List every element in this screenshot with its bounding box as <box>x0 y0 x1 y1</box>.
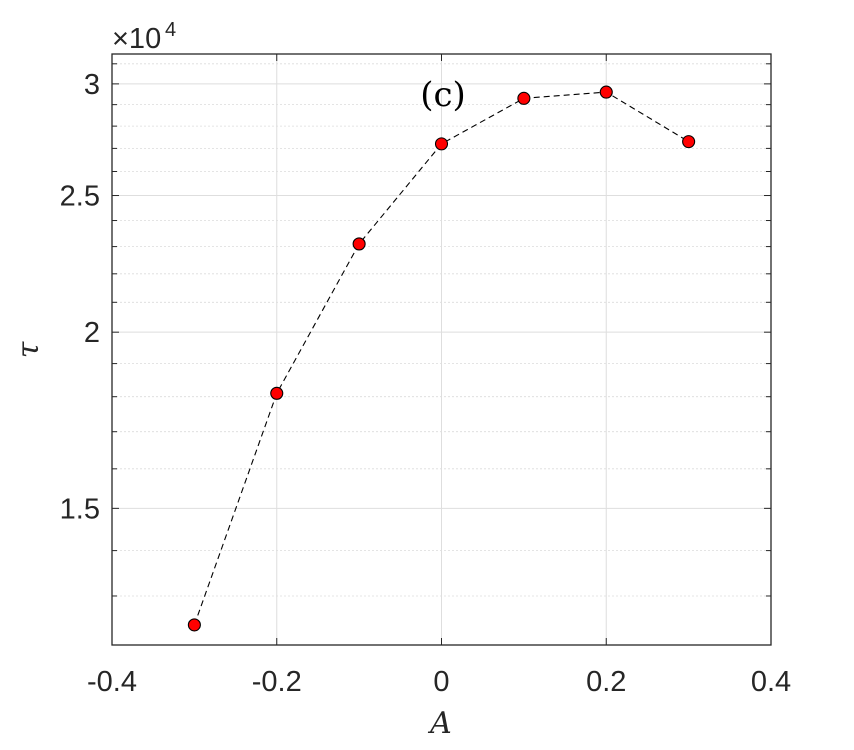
series-markers <box>187 85 696 632</box>
data-point <box>517 91 531 105</box>
data-point <box>682 135 696 149</box>
x-axis-label: A <box>427 706 452 741</box>
data-point <box>599 85 613 99</box>
x-tick-label: -0.4 <box>87 666 137 698</box>
y-axis-label: τ <box>11 341 46 358</box>
data-point <box>187 618 201 632</box>
data-point <box>352 237 366 251</box>
axes-box <box>111 53 772 646</box>
x-tick-label: 0.4 <box>751 666 791 698</box>
y-exponent: ×10 4 <box>112 19 176 55</box>
x-tick-label: -0.2 <box>252 666 302 698</box>
y-tick-label: 1.5 <box>60 493 100 525</box>
y-exponent-power: 4 <box>165 19 176 41</box>
axis-ticks <box>111 54 772 645</box>
x-tick-label: 0 <box>433 666 449 698</box>
x-tick-labels: -0.4 -0.2 0 0.2 0.4 <box>87 666 791 698</box>
panel-label: (c) <box>420 75 466 115</box>
y-tick-labels: 1.5 2 2.5 3 <box>60 69 100 525</box>
data-point <box>270 386 284 400</box>
data-point <box>434 137 449 151</box>
y-tick-label: 3 <box>84 69 100 101</box>
x-tick-label: 0.2 <box>586 666 626 698</box>
y-tick-label: 2 <box>84 317 100 349</box>
y-tick-label: 2.5 <box>60 181 100 213</box>
y-exponent-base: ×10 <box>112 23 161 55</box>
